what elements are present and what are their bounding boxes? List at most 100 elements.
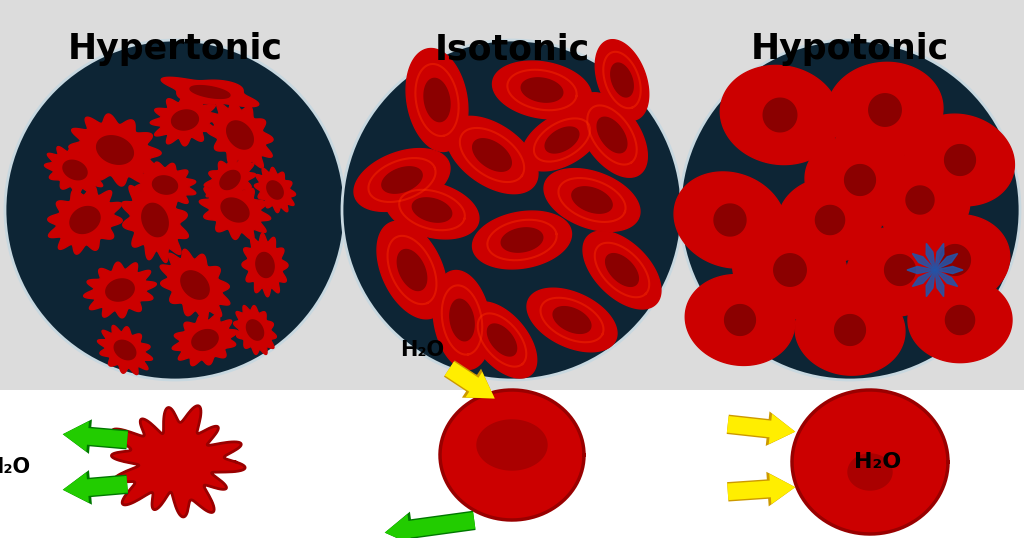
Polygon shape — [69, 114, 161, 186]
Polygon shape — [870, 159, 970, 242]
Bar — [0, 0, 1024, 390]
FancyArrowPatch shape — [444, 362, 495, 399]
Text: Isotonic: Isotonic — [434, 32, 590, 66]
Polygon shape — [597, 117, 627, 153]
Polygon shape — [397, 250, 427, 291]
Polygon shape — [48, 186, 122, 254]
Polygon shape — [473, 139, 511, 171]
Polygon shape — [900, 215, 1010, 306]
Circle shape — [5, 40, 345, 380]
FancyArrowPatch shape — [62, 470, 128, 505]
Polygon shape — [226, 121, 253, 149]
FancyArrowPatch shape — [727, 473, 796, 504]
Polygon shape — [354, 148, 450, 211]
Text: H₂O: H₂O — [0, 457, 30, 477]
Polygon shape — [827, 62, 943, 158]
Polygon shape — [413, 198, 452, 222]
Polygon shape — [553, 307, 591, 334]
Polygon shape — [835, 315, 865, 345]
Polygon shape — [256, 252, 274, 278]
FancyArrowPatch shape — [62, 421, 128, 451]
FancyArrowPatch shape — [727, 472, 796, 506]
Polygon shape — [926, 270, 935, 296]
FancyArrowPatch shape — [444, 360, 495, 399]
Polygon shape — [115, 341, 136, 360]
Polygon shape — [70, 207, 100, 233]
Polygon shape — [912, 270, 935, 286]
Polygon shape — [487, 324, 516, 356]
FancyArrowPatch shape — [385, 511, 475, 538]
Polygon shape — [610, 63, 633, 97]
Polygon shape — [112, 406, 245, 517]
Polygon shape — [433, 271, 490, 370]
Polygon shape — [940, 245, 971, 275]
Polygon shape — [501, 228, 543, 252]
Polygon shape — [172, 314, 238, 366]
Polygon shape — [774, 254, 806, 286]
Polygon shape — [868, 94, 901, 126]
Polygon shape — [906, 186, 934, 214]
Polygon shape — [191, 330, 218, 350]
Polygon shape — [450, 299, 474, 341]
Bar — [0, 390, 1024, 538]
Polygon shape — [935, 253, 957, 270]
Polygon shape — [62, 160, 87, 180]
Polygon shape — [583, 231, 660, 309]
Polygon shape — [161, 77, 259, 107]
Polygon shape — [440, 390, 584, 520]
Polygon shape — [714, 204, 745, 236]
Polygon shape — [815, 206, 845, 235]
Text: H₂O: H₂O — [854, 452, 901, 472]
Polygon shape — [254, 167, 296, 213]
Polygon shape — [477, 420, 547, 470]
Polygon shape — [221, 198, 249, 222]
Polygon shape — [544, 168, 640, 231]
Polygon shape — [805, 135, 914, 225]
FancyArrowPatch shape — [62, 472, 128, 503]
Polygon shape — [96, 136, 133, 164]
Polygon shape — [44, 146, 105, 194]
Polygon shape — [141, 203, 168, 237]
Polygon shape — [385, 181, 479, 239]
FancyArrowPatch shape — [385, 512, 475, 538]
Polygon shape — [382, 167, 422, 193]
Polygon shape — [377, 221, 446, 319]
Polygon shape — [97, 325, 153, 374]
Polygon shape — [763, 98, 797, 132]
Polygon shape — [846, 224, 954, 316]
Polygon shape — [207, 100, 273, 171]
FancyArrowPatch shape — [727, 414, 796, 444]
Polygon shape — [172, 110, 199, 130]
Polygon shape — [845, 165, 876, 195]
Polygon shape — [935, 270, 944, 296]
Circle shape — [342, 40, 682, 380]
Polygon shape — [935, 270, 957, 286]
Polygon shape — [527, 288, 617, 352]
Polygon shape — [151, 94, 220, 146]
Polygon shape — [522, 109, 602, 171]
Polygon shape — [577, 93, 647, 177]
Polygon shape — [267, 181, 284, 199]
Polygon shape — [778, 178, 882, 263]
Polygon shape — [732, 222, 847, 318]
Polygon shape — [571, 187, 612, 213]
Polygon shape — [935, 266, 963, 274]
Polygon shape — [926, 243, 935, 270]
Polygon shape — [912, 253, 935, 270]
Polygon shape — [190, 86, 230, 98]
Polygon shape — [905, 114, 1015, 206]
FancyArrowPatch shape — [727, 412, 796, 446]
Polygon shape — [467, 302, 537, 378]
Polygon shape — [493, 61, 592, 119]
Polygon shape — [945, 306, 975, 335]
Polygon shape — [160, 249, 229, 321]
Circle shape — [680, 40, 1020, 380]
Polygon shape — [247, 320, 263, 340]
Polygon shape — [792, 390, 948, 534]
Polygon shape — [720, 66, 840, 165]
Polygon shape — [105, 279, 134, 301]
Polygon shape — [220, 171, 240, 189]
Polygon shape — [674, 172, 785, 268]
Text: Hypotonic: Hypotonic — [751, 32, 949, 66]
Polygon shape — [446, 116, 538, 194]
